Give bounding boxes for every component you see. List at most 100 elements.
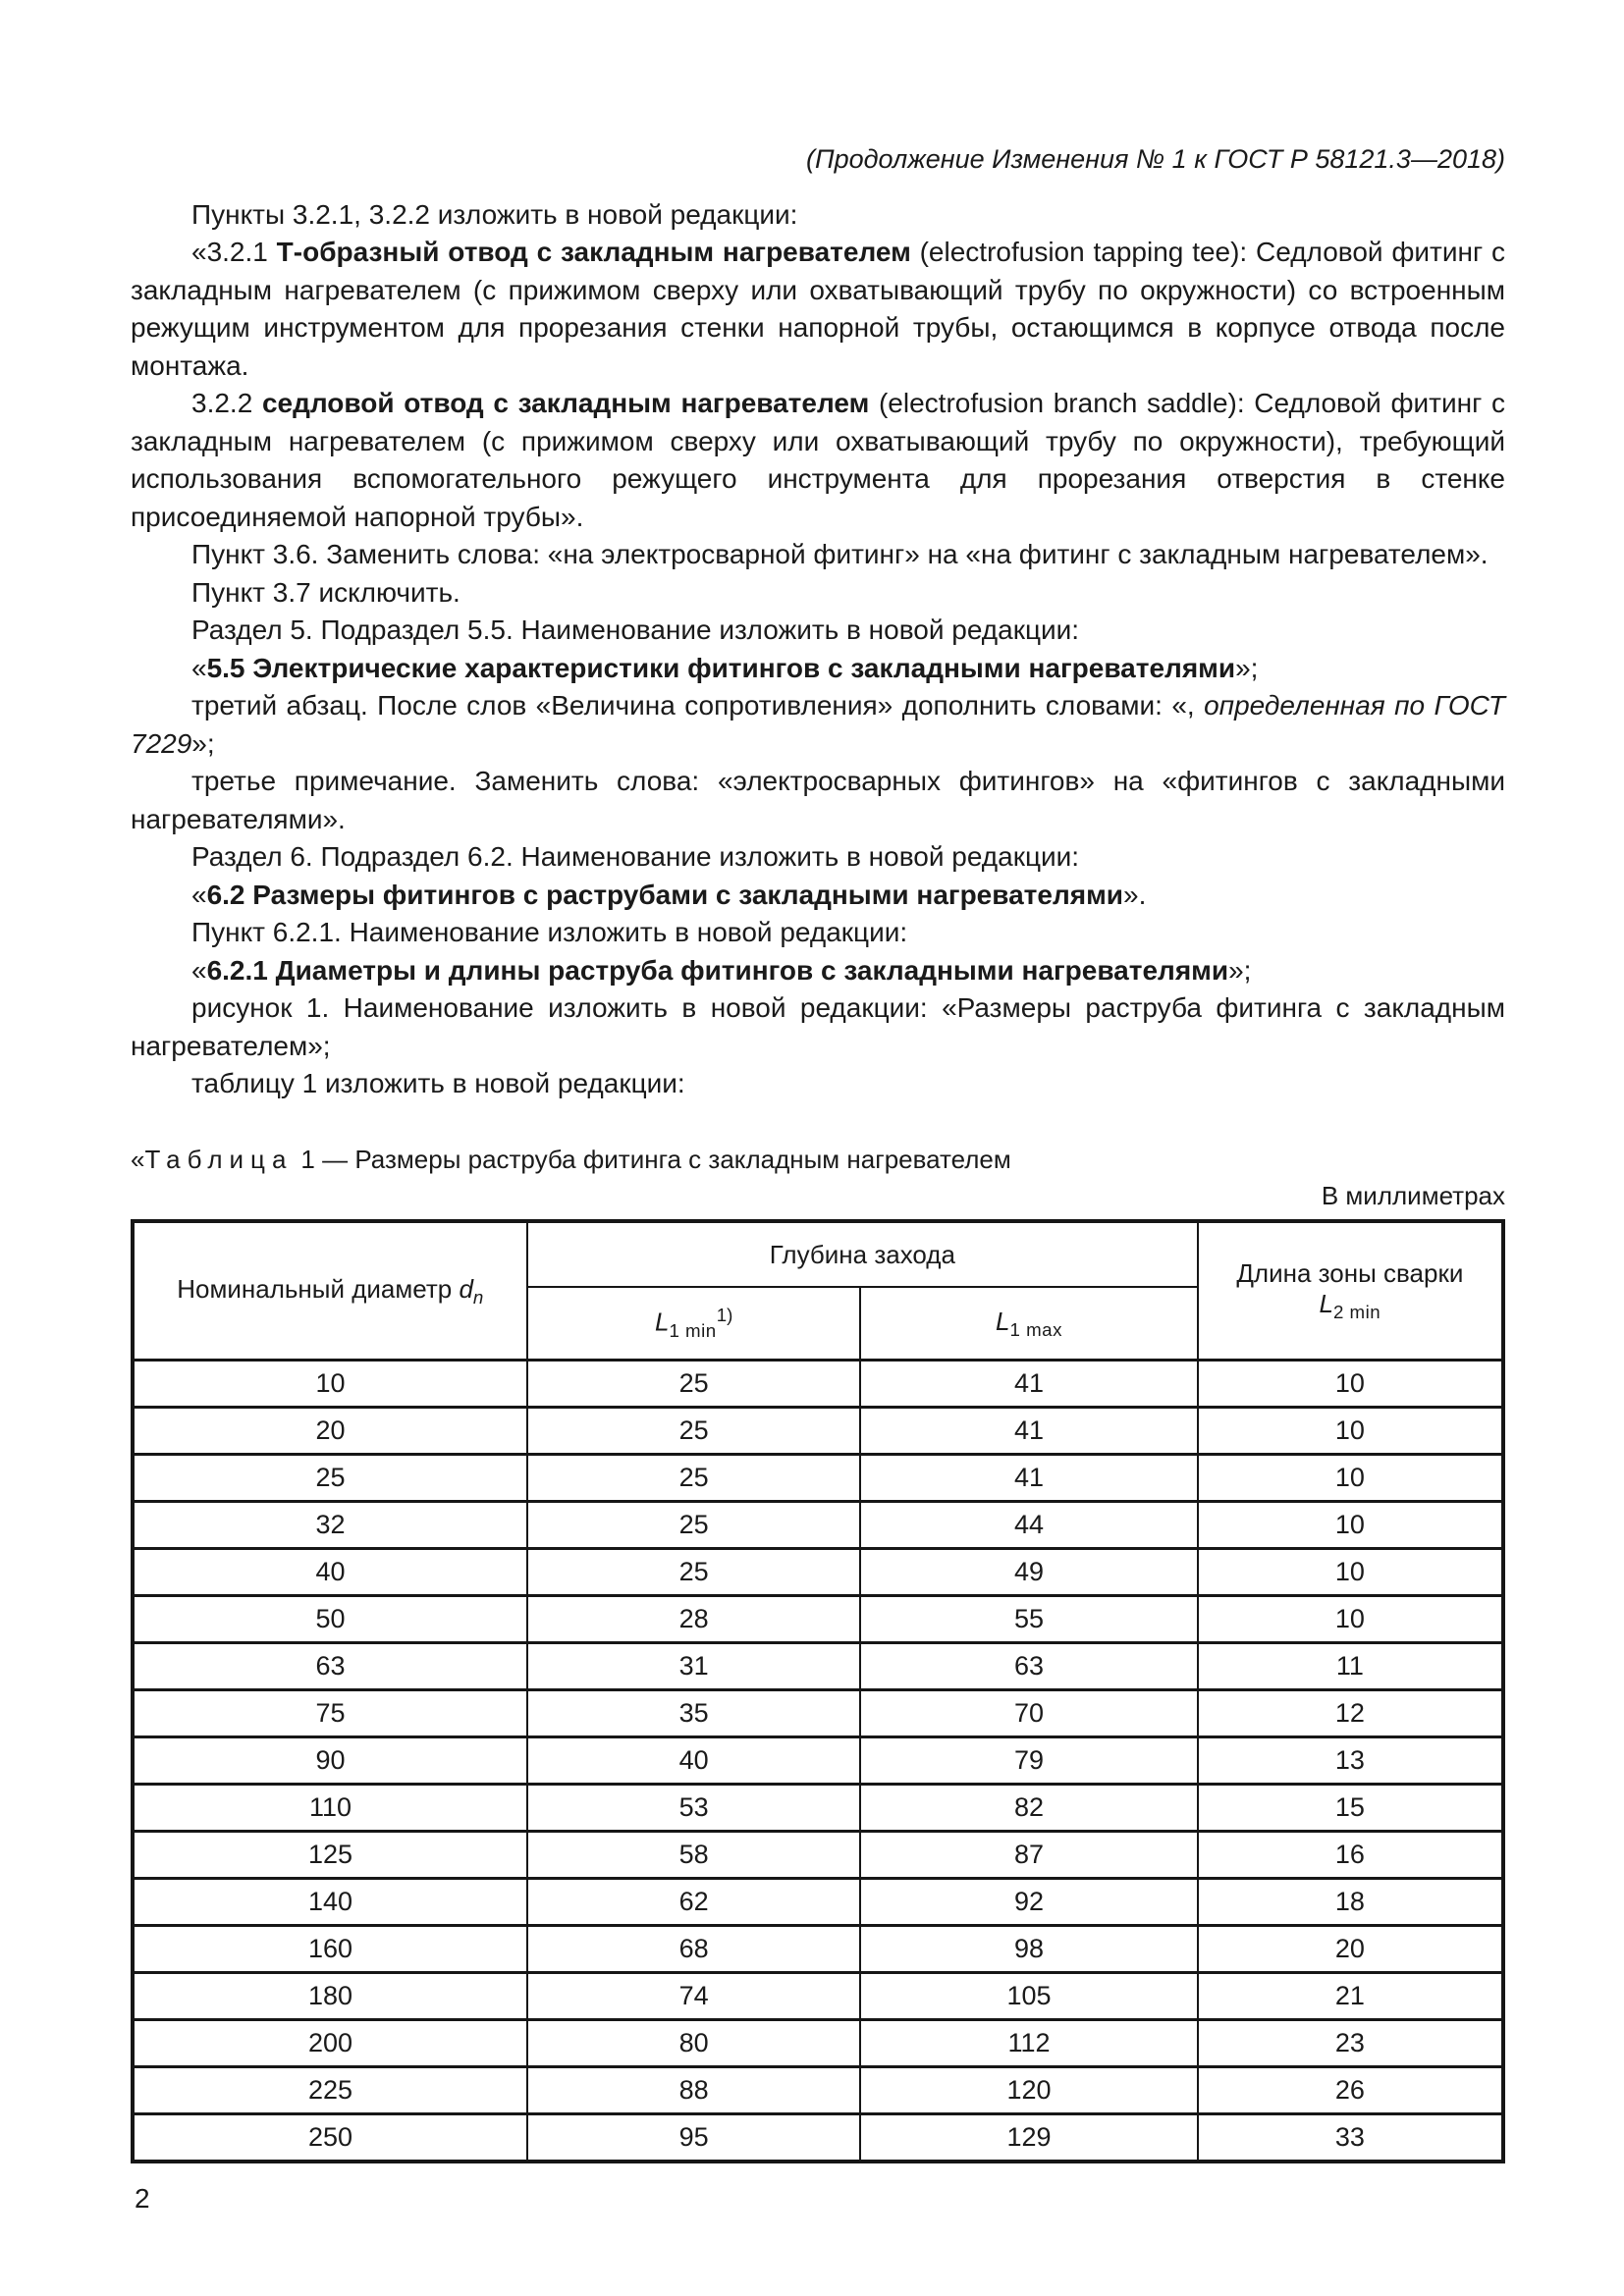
subscript-1max: 1 max xyxy=(1009,1318,1062,1340)
paragraph: Пункт 3.7 исключить. xyxy=(131,574,1505,613)
text-run: ». xyxy=(1123,879,1147,910)
page-number: 2 xyxy=(135,2183,150,2215)
table-cell: 16 xyxy=(1196,1830,1505,1880)
table-cell: 40 xyxy=(526,1735,862,1786)
table-cell: 44 xyxy=(859,1500,1199,1550)
text-run: Т-образный отвод с закладным нагревателе… xyxy=(276,237,911,268)
table-cell: 41 xyxy=(859,1453,1199,1503)
table-cell: 120 xyxy=(859,2065,1199,2115)
symbol-l1min: L xyxy=(654,1307,670,1337)
table-cell: 25 xyxy=(526,1500,862,1550)
table-cell: 90 xyxy=(131,1735,529,1786)
table-cell: 10 xyxy=(1196,1547,1505,1597)
table-cell: 25 xyxy=(526,1359,862,1409)
table-cell: 10 xyxy=(1196,1500,1505,1550)
table-row: 50 28 55 10 xyxy=(131,1594,1505,1644)
table-row: 32 25 44 10 xyxy=(131,1500,1505,1550)
text-run: « xyxy=(191,879,207,910)
table-cell: 41 xyxy=(859,1359,1199,1409)
table-cell: 20 xyxy=(131,1406,529,1456)
paragraph: «6.2.1 Диаметры и длины раструба фитинго… xyxy=(131,952,1505,990)
text-run: 6.2.1 Диаметры и длины раструба фитингов… xyxy=(206,954,1229,986)
table-cell: 105 xyxy=(859,1971,1199,2021)
table-cell: 11 xyxy=(1196,1641,1505,1691)
table-row: 75 35 70 12 xyxy=(131,1688,1505,1738)
table-cell: 32 xyxy=(131,1500,529,1550)
table-cell: 21 xyxy=(1196,1971,1505,2021)
table-cell: 15 xyxy=(1196,1783,1505,1833)
text-run: Раздел 6. Подраздел 6.2. Наименование из… xyxy=(191,841,1080,873)
subscript-1min: 1 min xyxy=(669,1320,717,1342)
table-cell: 70 xyxy=(859,1688,1199,1738)
col-header-weld-zone-length: Длина зоны сварки L2 min xyxy=(1196,1220,1505,1362)
table-cell: 75 xyxy=(131,1688,529,1738)
units-note: В миллиметрах xyxy=(1321,1180,1505,1210)
footnote-marker: 1) xyxy=(716,1305,733,1326)
text-run: седловой отвод с закладным нагревателем xyxy=(261,388,870,419)
table-header-row-1: Номинальный диаметр dn Глубина захода Дл… xyxy=(131,1220,1505,1362)
table-cell: 250 xyxy=(131,2112,529,2163)
text-run: определенная по ГОСТ 7229 xyxy=(131,690,1505,759)
table-row: 125 58 87 16 xyxy=(131,1830,1505,1880)
text-run: « xyxy=(191,652,207,683)
paragraph: Пункт 6.2.1. Наименование изложить в нов… xyxy=(131,914,1505,952)
table-cell: 74 xyxy=(526,1971,862,2021)
text-run: таблицу 1 изложить в новой редакции: xyxy=(191,1068,685,1099)
text-run: Пункты 3.2.1, 3.2.2 изложить в новой ред… xyxy=(191,198,798,230)
table-cell: 68 xyxy=(526,1924,862,1974)
table-cell: 13 xyxy=(1196,1735,1505,1786)
table-cell: 20 xyxy=(1196,1924,1505,1974)
table-cell: 125 xyxy=(131,1830,529,1880)
table-cell: 25 xyxy=(131,1453,529,1503)
table-cell: 88 xyxy=(526,2065,862,2115)
table-row: 20 25 41 10 xyxy=(131,1406,1505,1456)
col-header-nominal-diameter: Номинальный диаметр dn xyxy=(131,1220,529,1362)
table-cell: 40 xyxy=(131,1547,529,1597)
running-title: (Продолжение Изменения № 1 к ГОСТ Р 5812… xyxy=(806,144,1505,174)
dimensions-table: Номинальный диаметр dn Глубина захода Дл… xyxy=(131,1219,1505,2164)
table-cell: 35 xyxy=(526,1688,862,1738)
table-cell: 79 xyxy=(859,1735,1199,1786)
table-cell: 82 xyxy=(859,1783,1199,1833)
table-cell: 33 xyxy=(1196,2112,1505,2163)
table-cell: 58 xyxy=(526,1830,862,1880)
col-header-nominal-diameter-label: Номинальный диаметр xyxy=(177,1273,453,1304)
subscript-2min: 2 min xyxy=(1332,1302,1381,1323)
col-header-l1min: L1 min1) xyxy=(526,1286,862,1362)
text-run: 5.5 Электрические характеристики фитинго… xyxy=(206,652,1236,683)
table-cell: 18 xyxy=(1196,1877,1505,1927)
table-cell: 87 xyxy=(859,1830,1199,1880)
table-cell: 129 xyxy=(859,2112,1199,2163)
table-row: 40 25 49 10 xyxy=(131,1547,1505,1597)
table-row: 25 25 41 10 xyxy=(131,1453,1505,1503)
table-cell: 92 xyxy=(859,1877,1199,1927)
table-row: 160 68 98 20 xyxy=(131,1924,1505,1974)
amendment-text: Пункты 3.2.1, 3.2.2 изложить в новой ред… xyxy=(131,196,1505,1103)
table-cell: 63 xyxy=(131,1641,529,1691)
text-run: Раздел 5. Подраздел 5.5. Наименование из… xyxy=(191,614,1080,646)
table-cell: 10 xyxy=(1196,1359,1505,1409)
paragraph: 3.2.2 седловой отвод с закладным нагрева… xyxy=(131,385,1505,536)
table-cell: 110 xyxy=(131,1783,529,1833)
text-run: »; xyxy=(1235,652,1259,683)
text-run: Пункт 6.2.1. Наименование изложить в нов… xyxy=(191,917,908,948)
table-cell: 50 xyxy=(131,1594,529,1644)
text-run: третий абзац. После слов «Величина сопро… xyxy=(191,690,1205,721)
table-row: 180 74 105 21 xyxy=(131,1971,1505,2021)
table-row: 200 80 112 23 xyxy=(131,2018,1505,2068)
table-cell: 25 xyxy=(526,1453,862,1503)
text-run: 3.2.2 xyxy=(191,388,262,419)
col-header-l1max: L1 max xyxy=(859,1286,1199,1362)
paragraph: рисунок 1. Наименование изложить в новой… xyxy=(131,989,1505,1065)
paragraph: таблицу 1 изложить в новой редакции: xyxy=(131,1065,1505,1103)
table-row: 63 31 63 11 xyxy=(131,1641,1505,1691)
table-cell: 112 xyxy=(859,2018,1199,2068)
paragraph: третий абзац. После слов «Величина сопро… xyxy=(131,687,1505,763)
table-cell: 31 xyxy=(526,1641,862,1691)
table-cell: 53 xyxy=(526,1783,862,1833)
table-cell: 28 xyxy=(526,1594,862,1644)
text-run: (electrofusion branch saddle): Седловой … xyxy=(131,388,1505,532)
paragraph: Пункт 3.6. Заменить слова: «на электросв… xyxy=(131,536,1505,574)
paragraph: Раздел 6. Подраздел 6.2. Наименование из… xyxy=(131,838,1505,877)
